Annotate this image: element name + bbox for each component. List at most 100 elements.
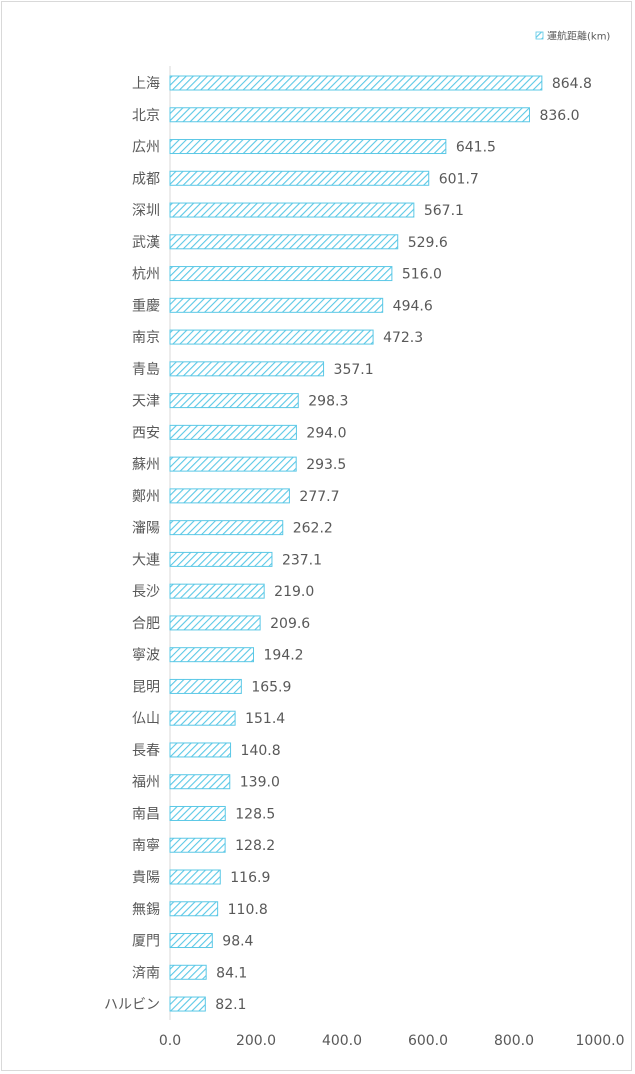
category-label: ハルビン bbox=[104, 997, 160, 1013]
x-tick-label: 1000.0 bbox=[576, 1033, 625, 1049]
data-label: 567.1 bbox=[424, 203, 464, 219]
data-label: 641.5 bbox=[456, 140, 496, 156]
category-label: 上海 bbox=[132, 76, 160, 92]
bar bbox=[169, 551, 273, 567]
category-label: 蘇州 bbox=[132, 457, 160, 473]
bar bbox=[169, 933, 213, 949]
category-label: 貴陽 bbox=[132, 870, 160, 886]
bar bbox=[169, 488, 290, 504]
bar bbox=[169, 583, 265, 599]
data-label: 836.0 bbox=[539, 108, 579, 124]
category-label: 青島 bbox=[132, 362, 160, 378]
bar bbox=[169, 361, 325, 377]
category-label: 西安 bbox=[132, 425, 160, 441]
data-label: 294.0 bbox=[306, 425, 346, 441]
category-label: 厦門 bbox=[132, 934, 160, 950]
category-label: 南寧 bbox=[132, 837, 160, 854]
bar bbox=[169, 774, 231, 790]
bar bbox=[169, 837, 226, 853]
bar bbox=[169, 615, 261, 631]
bar bbox=[169, 202, 415, 218]
bar bbox=[169, 456, 297, 472]
bar bbox=[169, 710, 236, 726]
legend-label: 運航距離(km) bbox=[547, 30, 610, 43]
data-label: 128.2 bbox=[235, 838, 275, 854]
data-label: 110.8 bbox=[228, 902, 268, 918]
bar bbox=[169, 107, 530, 123]
category-label: 無錫 bbox=[132, 902, 160, 918]
legend-swatch bbox=[535, 31, 544, 40]
data-label: 209.6 bbox=[270, 616, 310, 632]
data-label: 165.9 bbox=[251, 679, 291, 695]
bar bbox=[169, 869, 221, 885]
x-tick-label: 0.0 bbox=[159, 1033, 181, 1049]
category-label: 大連 bbox=[132, 552, 160, 568]
category-label: 合肥 bbox=[132, 616, 160, 632]
data-label: 298.3 bbox=[308, 394, 348, 410]
data-label: 472.3 bbox=[383, 330, 423, 346]
category-label: 福州 bbox=[132, 775, 160, 791]
category-label: 深圳 bbox=[132, 203, 160, 219]
data-label: 293.5 bbox=[306, 457, 346, 473]
bar bbox=[169, 424, 297, 440]
category-label: 天津 bbox=[132, 394, 160, 410]
x-tick-label: 400.0 bbox=[322, 1033, 362, 1049]
data-label: 262.2 bbox=[293, 521, 333, 537]
category-label: 南昌 bbox=[132, 806, 160, 822]
data-label: 357.1 bbox=[334, 362, 374, 378]
bar bbox=[169, 329, 374, 345]
category-label: 武漢 bbox=[132, 235, 160, 251]
data-label: 98.4 bbox=[222, 934, 253, 950]
bar bbox=[169, 170, 430, 186]
bar bbox=[169, 678, 242, 694]
category-label: 広州 bbox=[132, 140, 160, 156]
data-label: 494.6 bbox=[393, 298, 433, 314]
data-label: 529.6 bbox=[408, 235, 448, 251]
legend: 運航距離(km) bbox=[535, 30, 610, 43]
category-label: 南京 bbox=[132, 330, 160, 346]
data-label: 84.1 bbox=[216, 965, 247, 981]
data-label: 601.7 bbox=[439, 171, 479, 187]
bar bbox=[169, 75, 543, 91]
bar bbox=[169, 234, 399, 250]
category-label: 長春 bbox=[132, 743, 160, 759]
bar bbox=[169, 266, 393, 282]
data-label: 516.0 bbox=[402, 267, 442, 283]
category-label: 瀋陽 bbox=[132, 520, 160, 537]
data-label: 219.0 bbox=[274, 584, 314, 600]
category-label: 寧波 bbox=[132, 647, 160, 664]
bar bbox=[169, 805, 226, 821]
data-label: 194.2 bbox=[264, 648, 304, 664]
x-tick-label: 200.0 bbox=[236, 1033, 276, 1049]
data-label: 116.9 bbox=[230, 870, 270, 886]
bar bbox=[169, 996, 206, 1012]
x-tick-label: 800.0 bbox=[494, 1033, 534, 1049]
data-label: 128.5 bbox=[235, 806, 275, 822]
bar bbox=[169, 647, 255, 663]
category-label: 済南 bbox=[132, 965, 160, 981]
bar bbox=[169, 901, 219, 917]
plot-area: 上海 864.8 北京 836.0 広州 641.5 成都 601.7 深圳 567.1 武漢 529… bbox=[104, 66, 625, 1049]
data-label: 139.0 bbox=[240, 775, 280, 791]
data-label: 864.8 bbox=[552, 76, 592, 92]
category-label: 北京 bbox=[132, 108, 160, 124]
category-label: 杭州 bbox=[132, 267, 160, 283]
bar bbox=[169, 297, 384, 313]
data-label: 151.4 bbox=[245, 711, 285, 727]
category-label: 長沙 bbox=[132, 584, 160, 600]
bar bbox=[169, 964, 207, 980]
bar bbox=[169, 139, 447, 155]
category-label: 成都 bbox=[132, 171, 160, 187]
data-label: 277.7 bbox=[299, 489, 339, 505]
category-label: 重慶 bbox=[132, 298, 160, 314]
category-label: 鄭州 bbox=[132, 489, 160, 505]
x-tick-label: 600.0 bbox=[408, 1033, 448, 1049]
category-label: 昆明 bbox=[132, 679, 160, 695]
data-label: 140.8 bbox=[241, 743, 281, 759]
bar bbox=[169, 393, 299, 409]
data-label: 82.1 bbox=[215, 997, 246, 1013]
data-label: 237.1 bbox=[282, 552, 322, 568]
bar bbox=[169, 742, 232, 758]
bar bbox=[169, 520, 284, 536]
